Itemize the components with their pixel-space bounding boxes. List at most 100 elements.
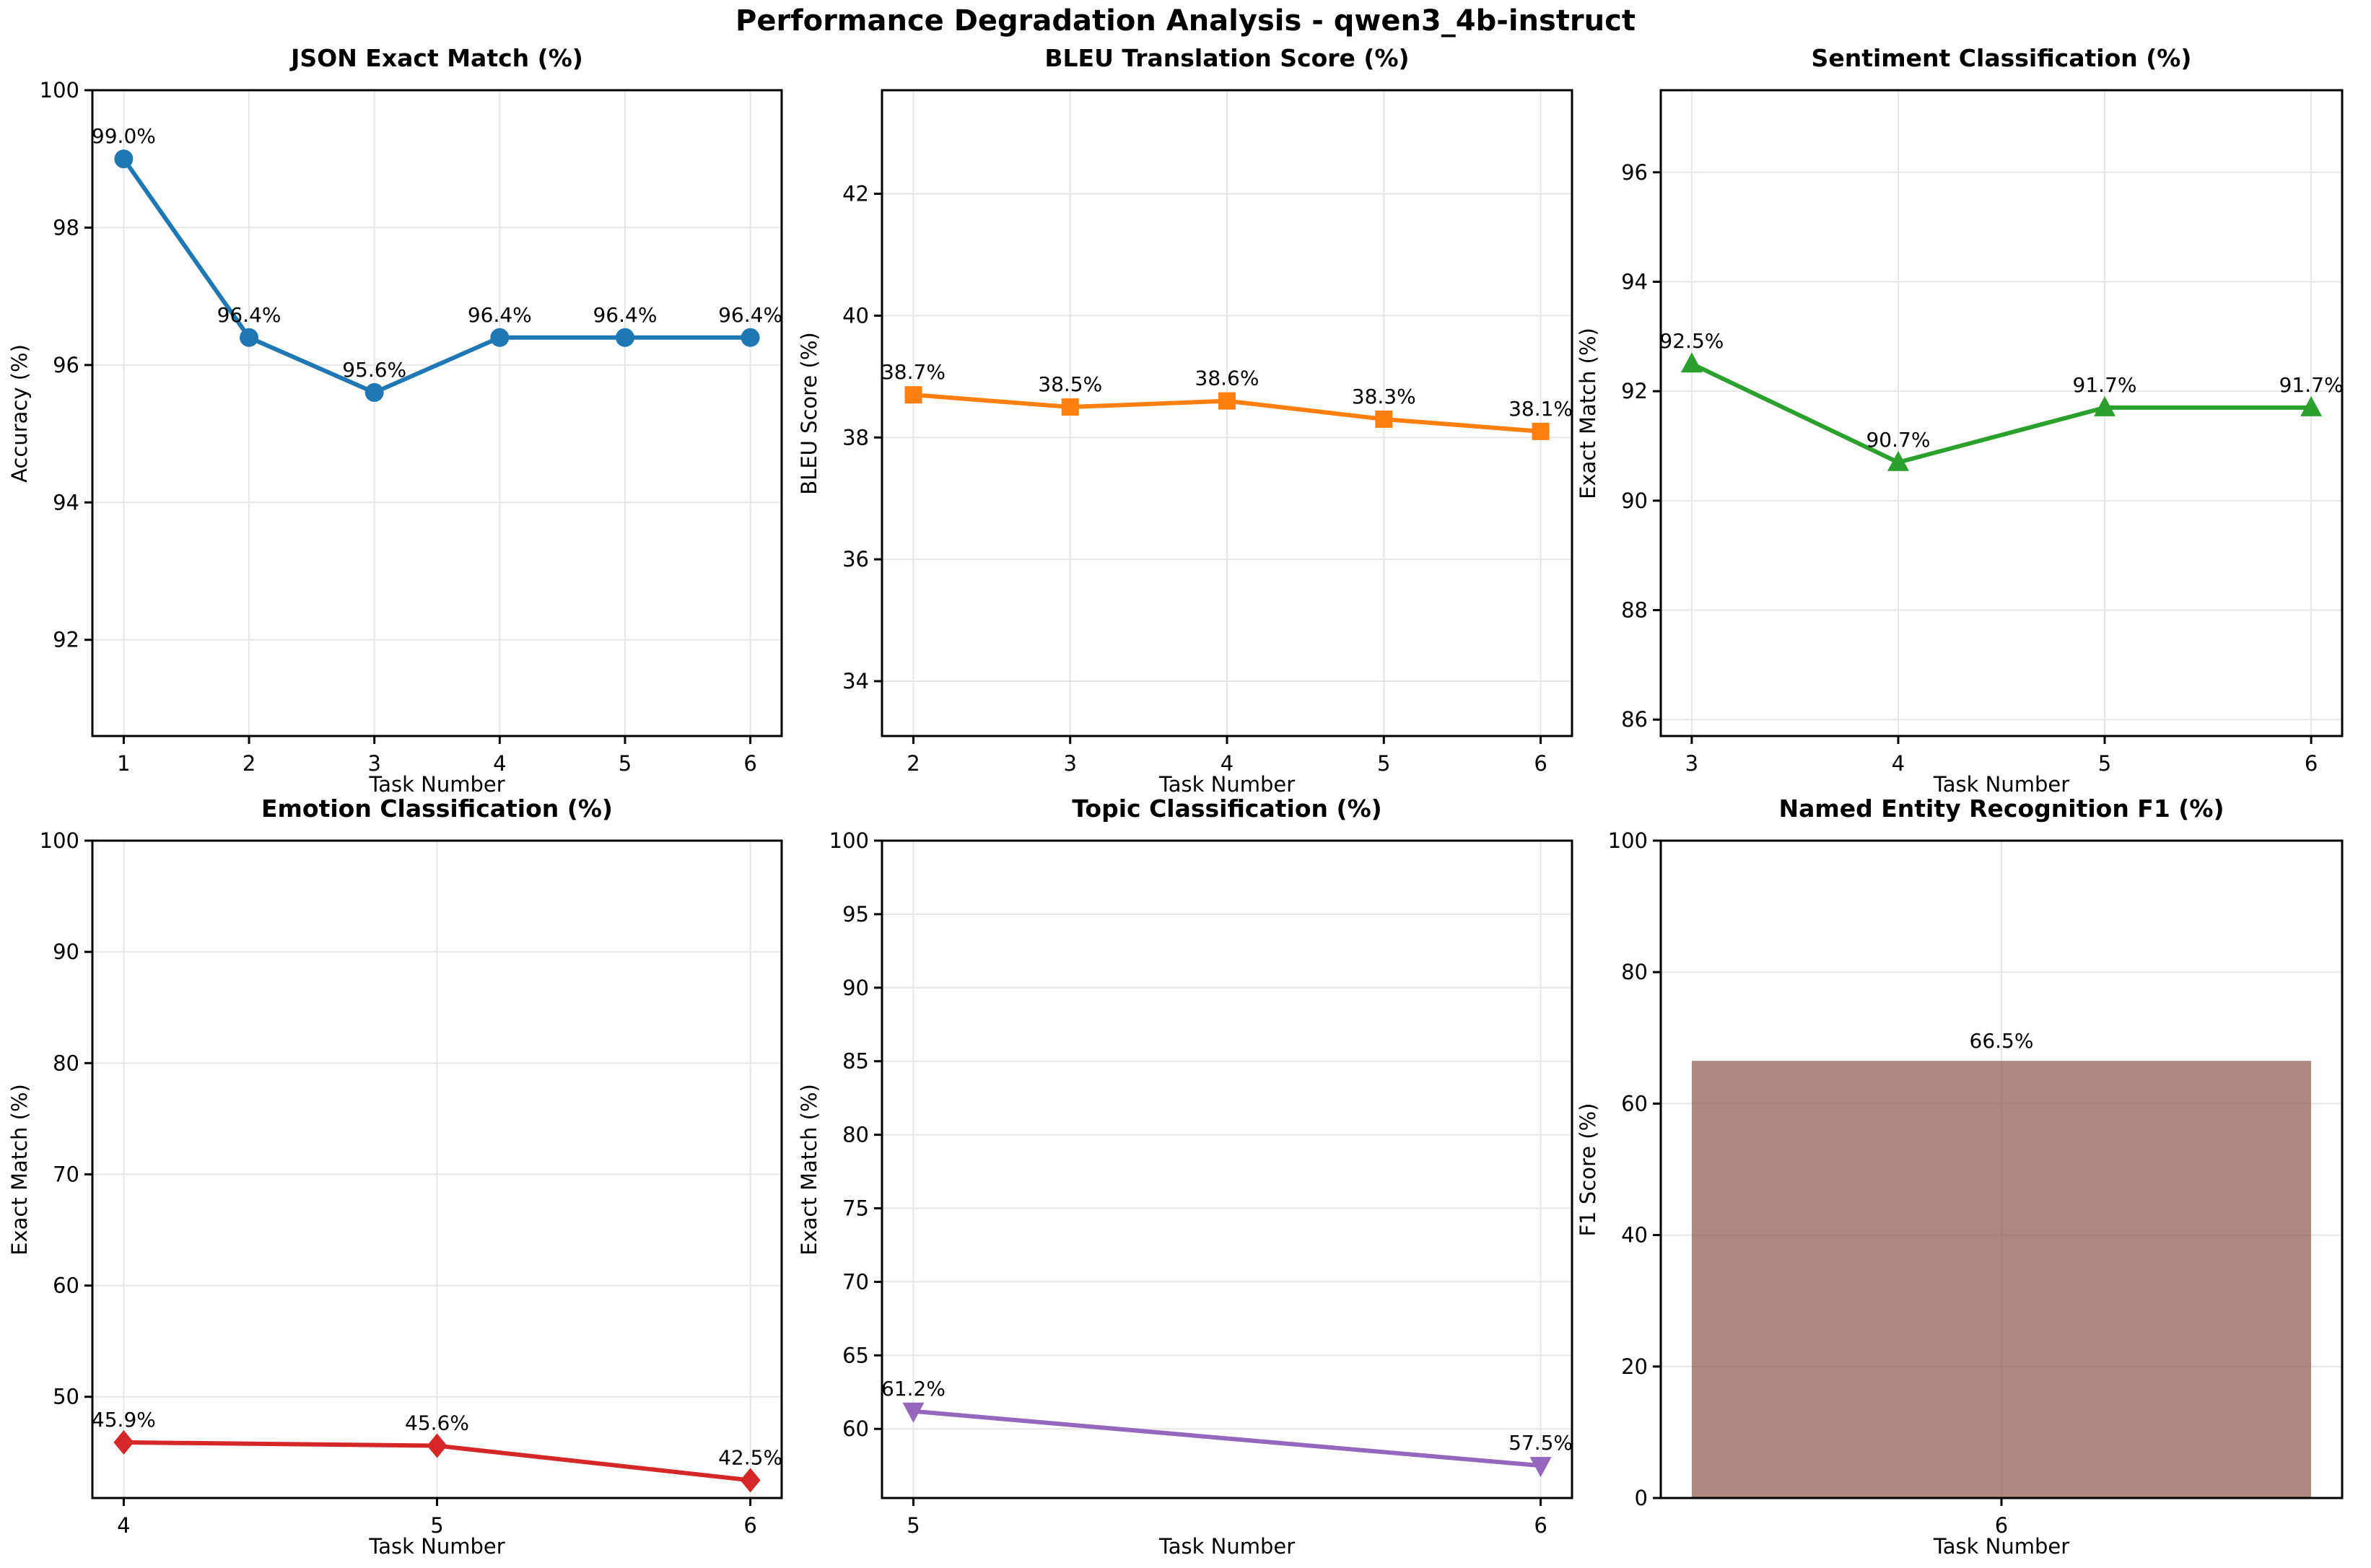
value-label: 42.5% [718,1445,782,1469]
y-tick-label: 94 [1621,269,1648,294]
bar-named-entity-recognition-f1 [1691,1061,2312,1498]
data-point-marker [1529,1457,1552,1478]
value-label: 38.1% [1508,397,1573,421]
value-label: 38.5% [1038,372,1102,396]
y-tick-label: 70 [53,1162,79,1186]
data-point-marker [1218,392,1236,410]
x-axis-label-json-exact-match: Task Number [369,772,505,797]
x-tick-label: 6 [743,1513,756,1538]
subplot-title-named-entity-recognition-f1: Named Entity Recognition F1 (%) [1778,794,2224,823]
y-tick-label: 60 [1621,1091,1648,1116]
y-tick-label: 34 [842,669,869,693]
data-point-marker [615,328,634,347]
data-point-marker [1375,410,1393,428]
y-tick-label: 80 [53,1051,79,1075]
y-tick-label: 88 [1621,598,1648,623]
data-point-marker [1680,352,1703,373]
x-tick-label: 4 [117,1513,130,1538]
y-tick-label: 90 [1621,489,1648,513]
subplot-title-topic-classification: Topic Classification (%) [1072,794,1382,823]
x-tick-label: 4 [1892,751,1905,776]
value-label: 95.6% [342,358,406,382]
y-tick-label: 80 [842,1123,869,1147]
figure-title: Performance Degradation Analysis - qwen3… [735,4,1636,38]
y-tick-label: 40 [1621,1223,1648,1248]
y-tick-label: 96 [53,353,79,377]
value-label: 96.4% [718,303,782,327]
y-tick-label: 0 [1635,1486,1648,1510]
value-label: 92.5% [1659,329,1724,353]
data-line-json-exact-match [121,157,753,395]
axes-box [881,839,1573,1499]
plot-area-emotion-classification: 4 5 6 50 60 70 80 90 100 45.9% 45.6% 42.5% [40,828,783,1538]
data-point-marker [113,1429,134,1455]
value-label: 96.4% [593,303,657,327]
value-label: 66.5% [1970,1029,2034,1053]
y-tick-label: 70 [842,1269,869,1294]
data-point-marker [740,1468,761,1493]
x-axis-label-emotion-classification: Task Number [369,1534,505,1559]
y-tick-label: 96 [1621,160,1648,185]
x-tick-label: 5 [619,751,632,776]
x-tick-label: 5 [2098,751,2111,776]
value-label: 96.4% [217,303,281,327]
x-axis-label-bleu-translation-score: Task Number [1158,772,1296,797]
y-tick-label: 92 [1621,379,1648,403]
data-point-marker [2300,395,2323,416]
y-tick-label: 40 [842,303,869,328]
y-tick-label: 86 [1621,707,1648,732]
value-label: 45.6% [405,1411,469,1435]
x-tick-label: 5 [1377,751,1390,776]
x-tick-label: 6 [1534,751,1547,776]
value-label: 96.4% [468,303,532,327]
value-label: 61.2% [881,1377,946,1401]
y-tick-label: 42 [842,182,869,206]
data-point-marker [114,149,134,169]
y-tick-label: 95 [842,902,869,927]
y-tick-label: 60 [53,1274,79,1298]
plot-area-topic-classification: 5 6 60 65 70 75 80 85 90 95 100 61.2% 57.5% [829,828,1573,1538]
x-tick-label: 4 [1221,751,1233,776]
y-tick-label: 90 [53,940,79,964]
y-tick-label: 60 [842,1416,869,1441]
data-point-marker [240,328,259,347]
x-tick-label: 3 [1685,751,1698,776]
y-tick-label: 80 [1621,960,1648,984]
data-point-marker [741,328,760,347]
y-tick-label: 36 [842,547,869,571]
axes-box [1659,89,2344,737]
y-tick-label: 75 [842,1196,869,1221]
data-point-marker [427,1433,447,1458]
y-tick-label: 100 [40,828,79,853]
value-label: 45.9% [92,1408,156,1432]
x-tick-label: 5 [430,1513,443,1538]
y-tick-label: 94 [53,490,79,514]
x-tick-label: 3 [367,751,380,776]
value-label: 90.7% [1866,428,1930,452]
y-tick-label: 50 [53,1385,79,1409]
data-point-marker [1887,450,1909,471]
x-tick-label: 1 [117,751,130,776]
plot-area-json-exact-match: 1 2 3 4 5 6 92 94 96 98 100 99.0% 96.4% 95.6% 96.4% 96.… [40,78,783,776]
value-label: 91.7% [2279,373,2344,397]
y-tick-label: 98 [53,215,79,240]
x-axis-label-named-entity-recognition-f1: Task Number [1933,1534,2070,1559]
data-line-sentiment-classification [1689,362,2314,465]
subplot-title-json-exact-match: JSON Exact Match (%) [291,44,583,72]
x-tick-label: 6 [1995,1513,2008,1538]
data-point-marker [1061,398,1079,416]
y-tick-label: 90 [842,976,869,1000]
y-tick-label: 100 [40,78,79,102]
x-tick-label: 2 [907,751,920,776]
x-tick-label: 6 [1534,1513,1547,1538]
data-point-marker [902,1402,925,1423]
value-label: 99.0% [92,124,156,148]
y-tick-label: 20 [1621,1354,1648,1379]
x-axis-label-topic-classification: Task Number [1158,1534,1296,1559]
data-point-marker [2094,395,2116,416]
value-label: 57.5% [1508,1431,1573,1455]
x-tick-label: 6 [2305,751,2318,776]
